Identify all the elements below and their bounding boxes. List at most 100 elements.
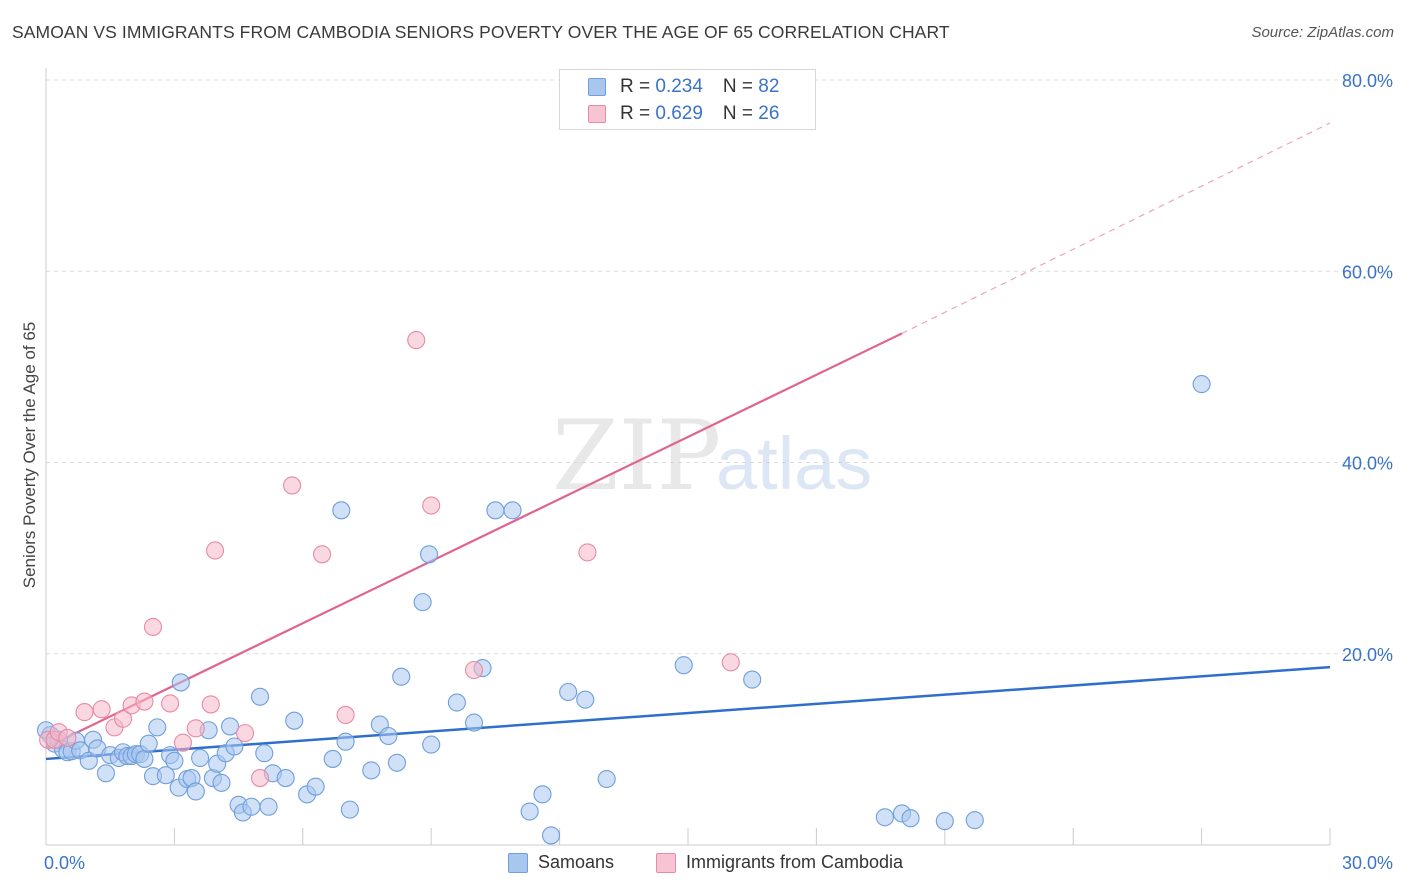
legend-item-cambodia[interactable]: Immigrants from Cambodia: [656, 852, 903, 873]
grid-lines: [46, 79, 1392, 655]
cambodia-point: [313, 545, 332, 564]
watermark-zip: ZIP: [552, 400, 721, 512]
samoans-point: [250, 687, 270, 706]
stats-row-samoans: R = 0.234 N = 82: [560, 76, 779, 98]
samoans-point: [165, 751, 184, 770]
samoans-point: [674, 656, 693, 675]
n-value: 26: [758, 103, 780, 124]
samoans-point: [306, 777, 325, 796]
y-tick-label: 40.0%: [1342, 454, 1393, 474]
samoans-point: [420, 545, 439, 564]
samoans-point: [935, 812, 954, 831]
source-credit: Source: ZipAtlas.com: [1251, 24, 1394, 41]
x-tick-label: 0.0%: [44, 853, 85, 873]
cambodia-point: [173, 733, 193, 752]
samoans-point: [212, 773, 231, 792]
series-legend: Samoans Immigrants from Cambodia: [0, 852, 1406, 878]
cambodia-point: [578, 543, 597, 562]
samoans-point: [340, 800, 359, 819]
samoans-point: [422, 735, 441, 754]
samoans-point: [559, 682, 578, 702]
y-tick-label: 20.0%: [1342, 645, 1393, 665]
legend-item-samoans[interactable]: Samoans: [508, 852, 614, 873]
samoans-trend-line: [45, 665, 1331, 761]
samoans-point: [965, 811, 984, 830]
cambodia-swatch: [588, 105, 606, 123]
cambodia-point: [58, 728, 77, 747]
cambodia-point: [235, 724, 255, 743]
cambodia-point: [422, 496, 441, 515]
samoans-point: [96, 764, 115, 783]
cambodia-point: [135, 692, 154, 711]
legend-label-cambodia: Immigrants from Cambodia: [686, 852, 904, 872]
cambodia-point: [407, 331, 426, 350]
cambodia-point: [143, 617, 163, 637]
samoans-point: [255, 744, 274, 763]
samoans-point: [156, 766, 175, 785]
cambodia-point: [283, 476, 302, 495]
r-label: R =: [620, 103, 656, 124]
stats-legend: R = 0.234 N = 82 R = 0.629 N = 26: [559, 69, 816, 130]
stats-row-cambodia: R = 0.629 N = 26: [560, 103, 779, 125]
cambodia-legend-swatch: [656, 852, 676, 873]
samoans-point: [503, 501, 522, 520]
samoans-point: [259, 797, 278, 816]
legend-label-samoans: Samoans: [538, 852, 615, 872]
samoans-point: [520, 802, 539, 821]
r-value: 0.629: [655, 103, 703, 124]
n-value: 82: [758, 76, 780, 97]
samoans-point: [148, 718, 167, 737]
samoans-point: [379, 726, 398, 746]
cambodia-point: [92, 700, 111, 719]
x-tick-label: 30.0%: [1342, 853, 1393, 873]
samoans-point: [533, 785, 552, 804]
samoans-legend-swatch: [508, 852, 528, 873]
samoans-point: [447, 693, 466, 712]
samoans-point: [362, 761, 381, 780]
data-points: [36, 331, 1211, 845]
cambodia-point: [721, 653, 740, 672]
cambodia-trend-extension: [901, 122, 1331, 334]
samoans-point: [191, 748, 210, 768]
samoans-point: [486, 501, 505, 520]
cambodia-point: [336, 705, 355, 725]
cambodia-point: [113, 709, 133, 728]
samoans-point: [464, 713, 484, 732]
samoans-point: [576, 690, 595, 709]
cambodia-point: [250, 769, 270, 788]
cambodia-point: [464, 660, 484, 680]
samoans-point: [413, 593, 432, 612]
chart-title: SAMOAN VS IMMIGRANTS FROM CAMBODIA SENIO…: [12, 22, 950, 42]
samoans-point: [171, 673, 190, 692]
samoans-point: [139, 734, 158, 753]
samoans-swatch: [588, 78, 606, 96]
tick-labels: 20.0% 40.0% 60.0% 80.0% 0.0% 30.0%: [44, 71, 1393, 873]
r-value: 0.234: [655, 76, 703, 97]
samoans-point: [332, 501, 351, 520]
samoans-point: [541, 826, 561, 845]
watermark: ZIP atlas: [552, 400, 872, 512]
samoans-point: [285, 711, 304, 730]
samoans-point: [875, 808, 894, 827]
samoans-point: [135, 749, 154, 768]
cambodia-point: [161, 694, 180, 713]
samoans-point: [336, 732, 355, 751]
samoans-point: [901, 809, 920, 828]
samoans-point: [323, 749, 342, 768]
samoans-point: [79, 751, 98, 770]
n-label: N =: [722, 76, 759, 97]
samoans-point: [392, 667, 411, 686]
samoans-point: [743, 670, 762, 689]
samoans-point: [276, 769, 295, 788]
samoans-point: [225, 737, 244, 756]
r-label: R =: [620, 76, 656, 97]
cambodia-point: [201, 695, 220, 714]
samoans-point: [597, 769, 616, 789]
cambodia-point: [186, 719, 205, 738]
cambodia-point: [206, 541, 225, 560]
y-tick-label: 60.0%: [1342, 262, 1393, 282]
n-label: N =: [722, 103, 759, 124]
samoans-point: [242, 797, 261, 816]
watermark-atlas: atlas: [716, 422, 872, 505]
